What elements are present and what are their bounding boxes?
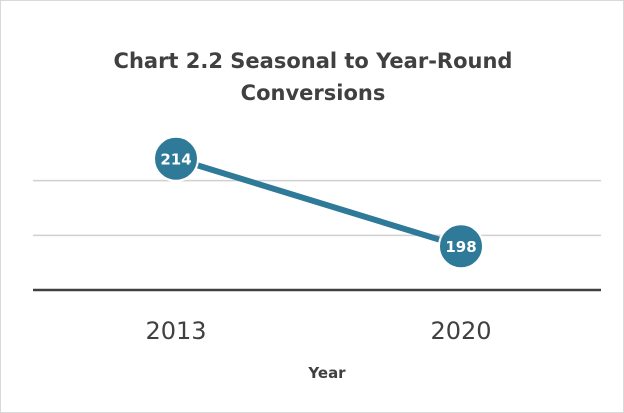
data-label-2013: 214 — [160, 150, 191, 168]
x-axis-title: Year — [307, 364, 346, 382]
data-label-2020: 198 — [445, 238, 476, 256]
chart-title-line-2: Conversions — [240, 81, 386, 105]
series-line — [173, 155, 464, 250]
data-point-2013 — [153, 135, 199, 182]
chart-title: Chart 2.2 Seasonal to Year-Round Convers… — [1, 45, 624, 109]
x-tick-label-2013: 2013 — [145, 317, 206, 345]
data-point-2020 — [438, 223, 484, 270]
chart-title-line-1: Chart 2.2 Seasonal to Year-Round — [113, 49, 513, 73]
x-tick-label-2020: 2020 — [430, 317, 491, 345]
series-layer: 214 198 — [153, 135, 484, 270]
x-tick-labels: 2013 2020 — [145, 317, 491, 345]
gridlines — [33, 179, 601, 237]
